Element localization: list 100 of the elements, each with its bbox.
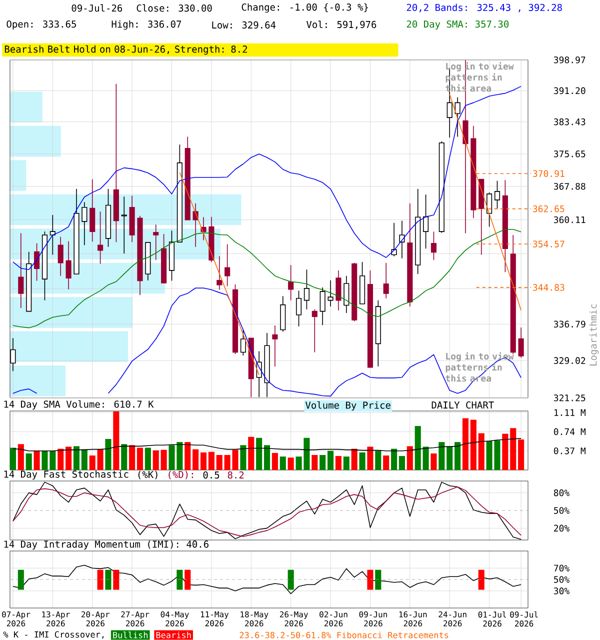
x-tick-label: 20-Apr 2026 bbox=[82, 611, 110, 626]
x-tick-label: 04-May 2026 bbox=[160, 611, 189, 626]
bar bbox=[391, 448, 398, 470]
text: 20 Day SMA: 357.30 bbox=[406, 20, 509, 30]
y-tick-label: 360.11 bbox=[554, 216, 586, 224]
text: DAILY CHART bbox=[432, 401, 494, 409]
text: (%D): bbox=[168, 470, 194, 480]
x-tick-label: 09-Jul 2026 bbox=[510, 611, 538, 627]
y-tick-label: 375.65 bbox=[554, 150, 586, 158]
bar bbox=[216, 454, 222, 470]
bar bbox=[375, 450, 382, 470]
bar bbox=[10, 297, 133, 328]
bar bbox=[422, 446, 429, 470]
bar bbox=[518, 439, 524, 470]
chart-title: 14 Day Intraday Momentum (IMI): 40.6 bbox=[4, 540, 208, 550]
candlestick bbox=[66, 240, 72, 290]
candlestick bbox=[58, 236, 64, 276]
candlestick bbox=[312, 309, 318, 353]
text: (%K) bbox=[138, 470, 158, 480]
bar bbox=[26, 453, 32, 470]
bar bbox=[10, 448, 16, 470]
bar bbox=[152, 450, 159, 470]
bar bbox=[121, 444, 128, 470]
bar bbox=[10, 126, 61, 157]
candlestick bbox=[344, 275, 350, 314]
bar bbox=[89, 456, 96, 470]
bar bbox=[462, 418, 469, 470]
candlestick bbox=[328, 280, 334, 307]
bar bbox=[200, 452, 207, 470]
bar bbox=[383, 456, 390, 470]
bar bbox=[502, 434, 508, 470]
ref-line-label: 354.57 bbox=[533, 240, 564, 248]
text: 8.2 bbox=[228, 471, 244, 479]
bar bbox=[351, 448, 358, 470]
bar bbox=[10, 331, 128, 362]
candlestick bbox=[272, 325, 278, 367]
y-tick-label: 1.11 M bbox=[554, 409, 586, 416]
text: Volume By Price bbox=[305, 401, 390, 411]
text: 23.6-38.2-50-61.8% Fibonacci Retracements bbox=[240, 632, 448, 638]
bar bbox=[430, 453, 437, 470]
candlestick bbox=[296, 290, 302, 327]
text: High: 336.07 bbox=[112, 20, 182, 30]
text: Close: 330.00 bbox=[136, 4, 212, 12]
y-tick-label: 50% bbox=[554, 576, 570, 583]
candlestick bbox=[82, 202, 88, 246]
bar bbox=[264, 445, 270, 470]
ref-line-label: 370.91 bbox=[533, 170, 564, 177]
text: Open: 333.65 bbox=[6, 20, 76, 30]
ref-line-label: 362.65 bbox=[533, 205, 564, 212]
bar bbox=[97, 449, 104, 470]
text: 09-Jul-26 bbox=[72, 4, 122, 12]
x-tick-label: 26-May 2026 bbox=[280, 611, 308, 626]
candlestick bbox=[518, 327, 524, 358]
x-tick-label: 09-Jun 2026 bbox=[359, 611, 387, 626]
text: Logarithmic bbox=[589, 304, 599, 366]
y-tick-label: 329.02 bbox=[554, 357, 586, 364]
bar bbox=[208, 452, 214, 470]
y-tick-label: 367.88 bbox=[554, 182, 586, 190]
text: Low: 329.64 bbox=[212, 21, 276, 29]
bar bbox=[406, 446, 413, 470]
chart-title: Bearish Belt Hold on 08-Jun-26, Strength: 8.2 bbox=[4, 45, 248, 55]
bar bbox=[192, 449, 199, 470]
text: Bearish bbox=[156, 632, 191, 638]
bar bbox=[446, 446, 453, 470]
candlestick bbox=[50, 214, 56, 256]
bar bbox=[113, 412, 120, 470]
bar bbox=[66, 446, 72, 470]
bar bbox=[367, 446, 374, 470]
ref-line-label: 344.83 bbox=[533, 284, 564, 291]
bar bbox=[398, 456, 405, 470]
candlestick bbox=[98, 211, 104, 264]
bar bbox=[129, 445, 136, 470]
y-tick-label: 50% bbox=[554, 507, 570, 514]
x-tick-label: 13-Apr 2026 bbox=[42, 611, 70, 626]
y-tick-label: 383.43 bbox=[554, 118, 586, 126]
bar bbox=[312, 454, 318, 470]
candlestick bbox=[430, 231, 437, 260]
x-tick-label: 01-Jul 2026 bbox=[478, 611, 506, 627]
candlestick bbox=[90, 178, 96, 242]
bar bbox=[81, 449, 88, 470]
text: 20,2 Bands: 325.43 , 392.28 bbox=[406, 4, 562, 12]
bar bbox=[144, 448, 151, 470]
candlestick bbox=[304, 269, 310, 310]
bar bbox=[256, 438, 262, 470]
y-tick-label: 0.37 M bbox=[554, 447, 586, 454]
legend-title: % K - IMI Crossover, bbox=[3, 631, 104, 639]
candlestick bbox=[18, 232, 24, 308]
candlestick bbox=[224, 244, 230, 287]
candlestick bbox=[320, 287, 326, 326]
bar bbox=[18, 444, 24, 470]
y-tick-label: 0.74 M bbox=[554, 428, 586, 436]
x-tick-label: 16-Jun 2026 bbox=[399, 611, 427, 626]
bar bbox=[105, 438, 112, 470]
bar bbox=[414, 426, 421, 470]
bar bbox=[10, 92, 42, 123]
bar bbox=[50, 450, 56, 470]
bar bbox=[73, 446, 80, 470]
candlestick bbox=[486, 192, 492, 228]
x-tick-label: 24-Jun 2026 bbox=[438, 611, 466, 626]
candlestick bbox=[240, 329, 246, 356]
